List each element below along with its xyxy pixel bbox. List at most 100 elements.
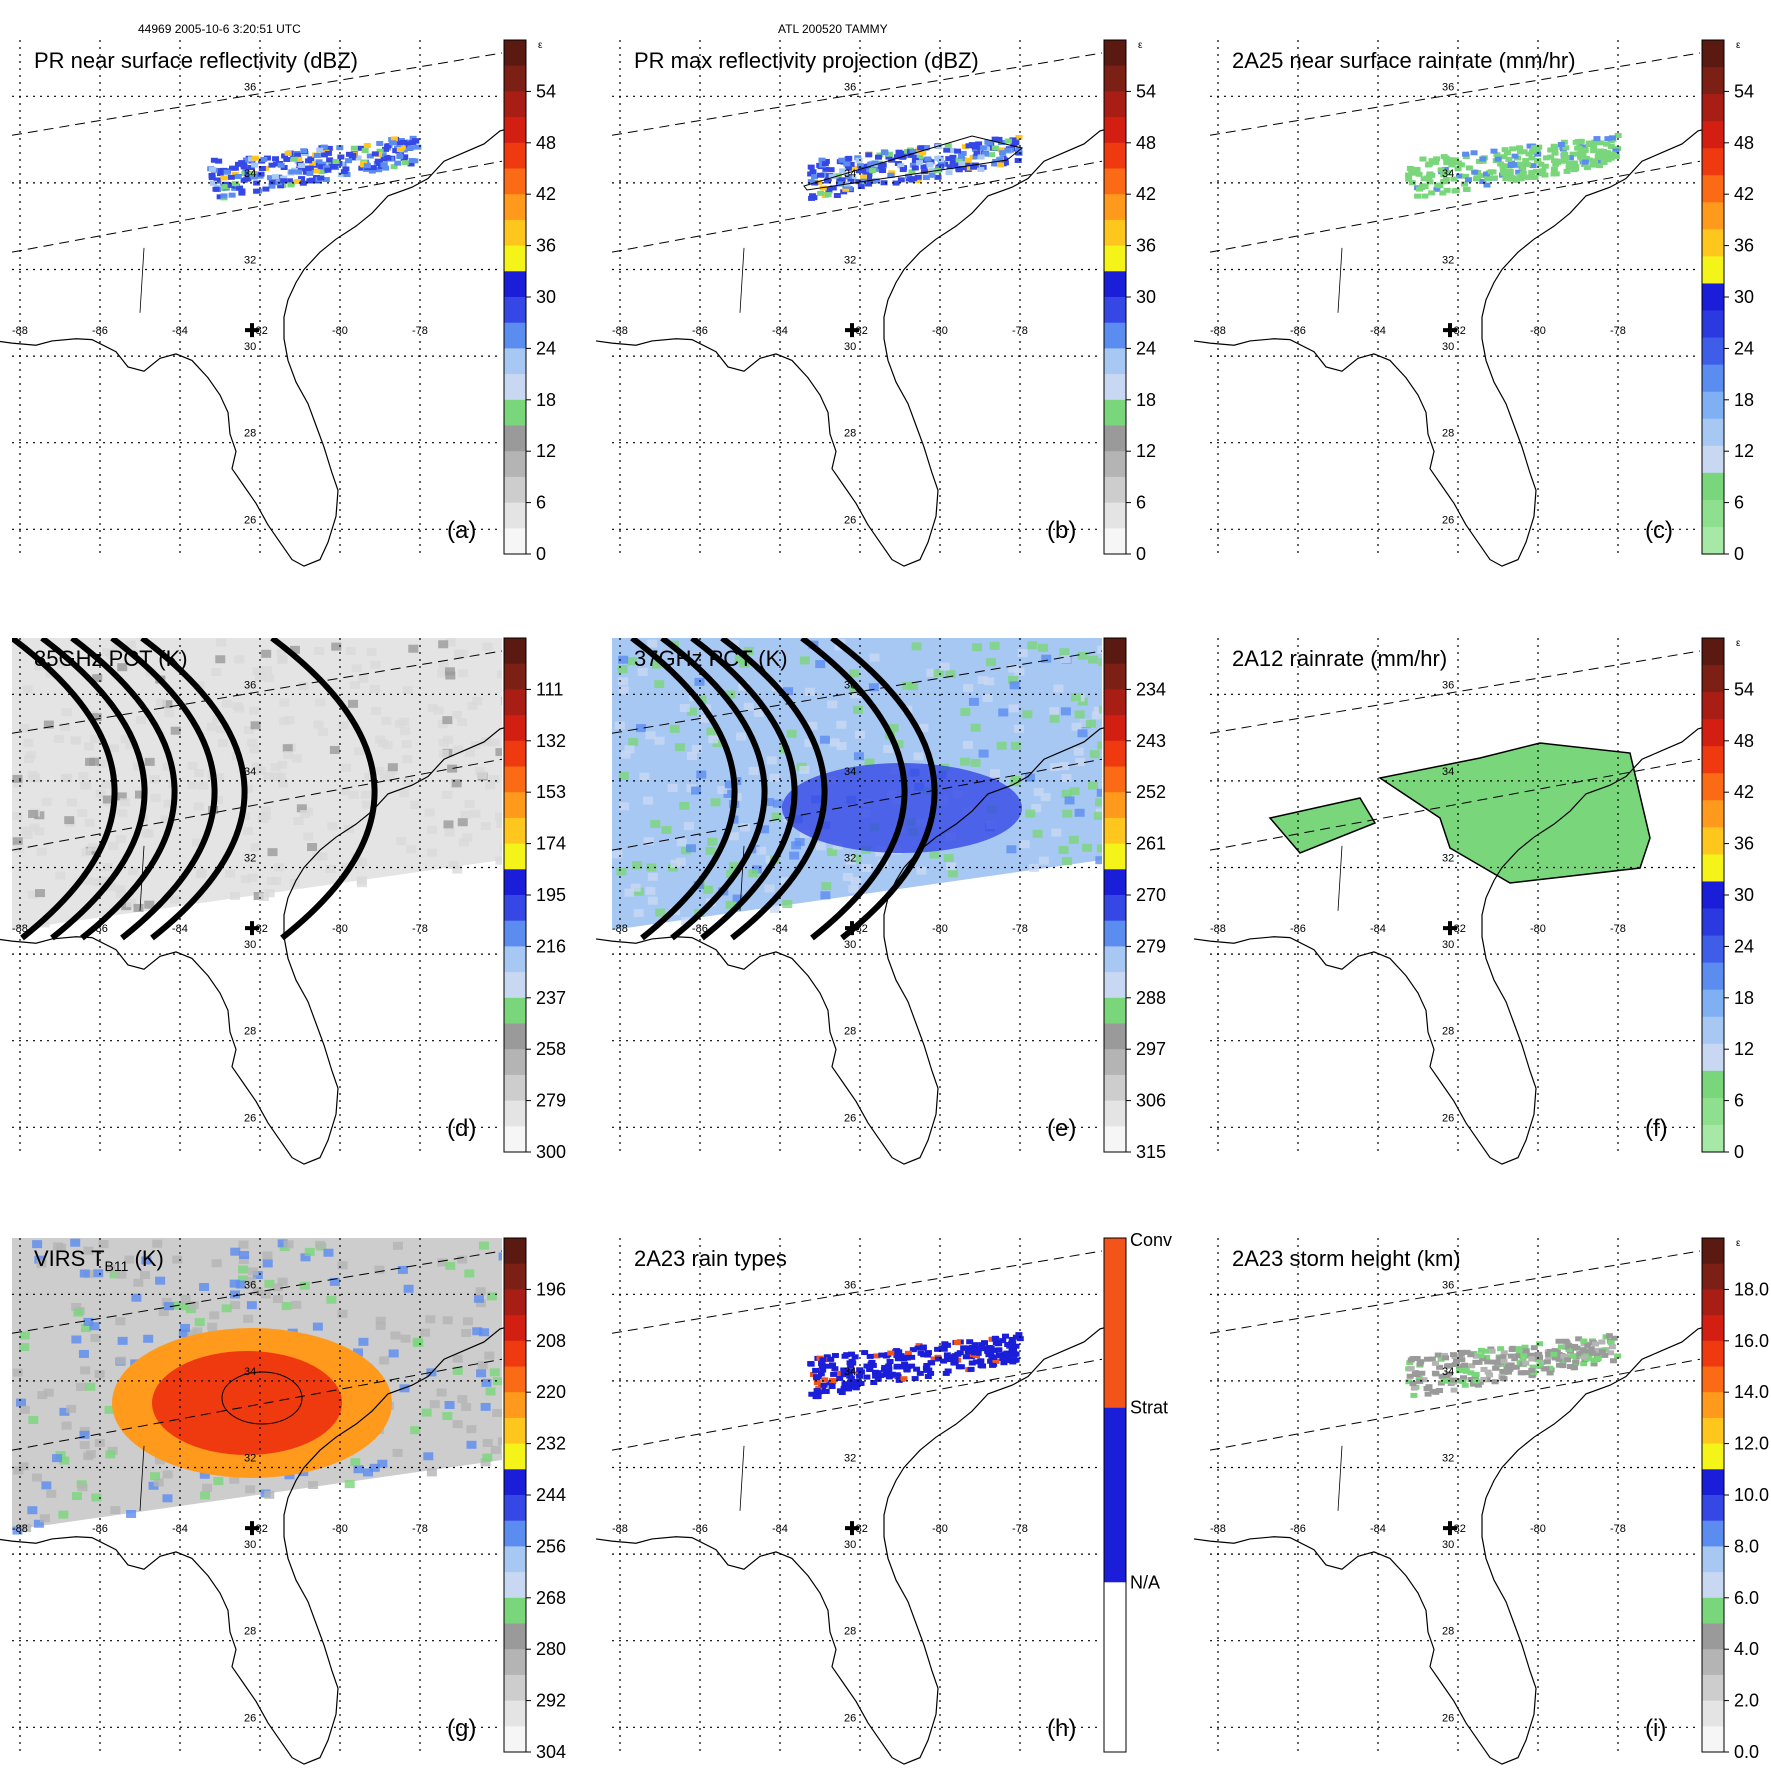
field-pixel xyxy=(23,755,34,764)
field-pixel xyxy=(949,154,957,160)
field-pixel xyxy=(126,1509,137,1518)
field-pixel xyxy=(1439,190,1447,196)
field-pixel xyxy=(249,706,260,715)
field-pixel xyxy=(916,1370,924,1376)
colorbar-tick-label: 6 xyxy=(536,493,546,513)
field-pixel xyxy=(388,1349,399,1358)
field-pixel xyxy=(375,161,383,167)
field-pixel xyxy=(180,1294,191,1303)
field-pixel xyxy=(897,1353,905,1359)
field-pixel xyxy=(231,181,239,187)
lon-tick-label: -86 xyxy=(1290,1523,1306,1535)
field-pixel xyxy=(408,644,419,653)
state-border xyxy=(739,247,745,313)
field-pixel xyxy=(654,736,665,745)
field-pixel xyxy=(850,876,861,885)
field-pixel xyxy=(343,171,351,177)
field-pixel xyxy=(410,800,421,809)
field-pixel xyxy=(839,168,847,174)
field-pixel xyxy=(369,1463,380,1472)
field-pixel xyxy=(329,1277,340,1286)
colorbar-category-label: N/A xyxy=(1130,1572,1160,1592)
field-pixel xyxy=(972,1359,980,1365)
data-field-tmi85 xyxy=(12,638,502,941)
field-pixel xyxy=(786,729,797,738)
field-pixel xyxy=(263,772,274,781)
field-pixel xyxy=(481,737,492,746)
field-pixel xyxy=(1008,664,1019,673)
field-pixel xyxy=(19,1405,30,1414)
field-pixel xyxy=(1008,704,1019,713)
colorbar-segment xyxy=(1702,391,1724,420)
field-pixel xyxy=(320,152,328,158)
field-pixel xyxy=(960,708,971,717)
field-pixel xyxy=(999,1338,1007,1344)
field-pixel xyxy=(473,1294,484,1303)
field-pixel xyxy=(724,780,735,789)
field-pixel xyxy=(619,802,630,811)
field-pixel xyxy=(1546,1348,1554,1354)
field-pixel xyxy=(984,677,995,686)
field-pixel xyxy=(227,182,235,188)
field-pixel xyxy=(850,690,861,699)
field-pixel xyxy=(306,170,314,176)
field-pixel xyxy=(940,1358,948,1364)
field-pixel xyxy=(280,175,288,181)
field-pixel xyxy=(39,1514,50,1523)
field-pixel xyxy=(1433,186,1441,192)
field-pixel xyxy=(1437,167,1445,173)
field-pixel xyxy=(933,668,944,677)
colorbar-tick-label: 132 xyxy=(536,731,566,751)
panel-label: (f) xyxy=(1645,1115,1668,1142)
field-pixel xyxy=(1608,1344,1616,1350)
field-pixel xyxy=(1538,1359,1546,1365)
field-pixel xyxy=(894,1356,902,1362)
field-pixel xyxy=(885,1363,893,1369)
field-pixel xyxy=(1031,804,1042,813)
lat-tick-label: 28 xyxy=(844,428,856,440)
field-pixel xyxy=(22,685,33,694)
field-pixel xyxy=(1511,153,1519,159)
field-pixel xyxy=(79,781,90,790)
field-pixel xyxy=(1442,1355,1450,1361)
field-pixel xyxy=(1507,162,1515,168)
field-pixel xyxy=(918,723,929,732)
field-pixel xyxy=(728,862,739,871)
field-pixel xyxy=(632,861,643,870)
colorbar-segment xyxy=(504,1263,526,1290)
field-pixel xyxy=(929,850,940,859)
field-pixel xyxy=(748,869,759,878)
field-pixel xyxy=(845,1370,853,1376)
field-pixel xyxy=(374,1265,385,1274)
colorbar-segment xyxy=(1104,142,1126,170)
field-pixel xyxy=(43,1388,54,1397)
field-pixel xyxy=(83,742,94,751)
field-pixel xyxy=(822,1388,830,1394)
field-pixel xyxy=(19,724,30,733)
field-pixel xyxy=(1019,840,1030,849)
colorbar-segment xyxy=(504,348,526,375)
field-pixel xyxy=(28,1415,39,1424)
field-pixel xyxy=(763,798,774,807)
field-pixel xyxy=(211,1259,222,1268)
field-pixel xyxy=(643,796,654,805)
field-pixel xyxy=(986,140,994,146)
field-pixel xyxy=(979,145,987,151)
field-pixel xyxy=(1569,1353,1577,1359)
lat-tick-label: 26 xyxy=(244,1112,256,1124)
field-pixel xyxy=(836,742,847,751)
field-pixel xyxy=(400,139,408,145)
field-pixel xyxy=(444,828,455,837)
field-pixel xyxy=(61,1421,72,1430)
field-pixel xyxy=(821,161,829,167)
field-pixel xyxy=(451,779,462,788)
field-pixel xyxy=(262,186,270,192)
field-pixel xyxy=(1049,763,1060,772)
panel-label: (a) xyxy=(447,517,476,544)
lat-tick-label: 32 xyxy=(1442,852,1454,864)
lat-lon-grid xyxy=(12,638,502,1152)
colorbar-tick-label: 12 xyxy=(1136,441,1156,461)
field-pixel xyxy=(317,852,328,861)
field-pixel xyxy=(1014,667,1025,676)
field-pixel xyxy=(913,752,924,761)
